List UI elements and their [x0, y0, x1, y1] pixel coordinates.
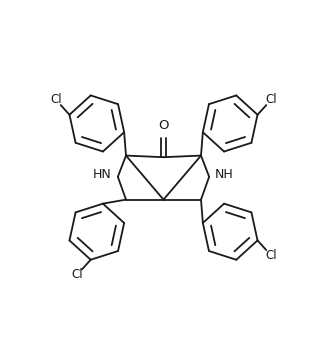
Text: NH: NH [215, 168, 234, 181]
Text: O: O [158, 119, 169, 132]
Text: Cl: Cl [71, 268, 83, 281]
Text: Cl: Cl [265, 249, 277, 262]
Text: Cl: Cl [265, 93, 277, 106]
Text: HN: HN [93, 168, 112, 181]
Text: Cl: Cl [50, 93, 62, 106]
